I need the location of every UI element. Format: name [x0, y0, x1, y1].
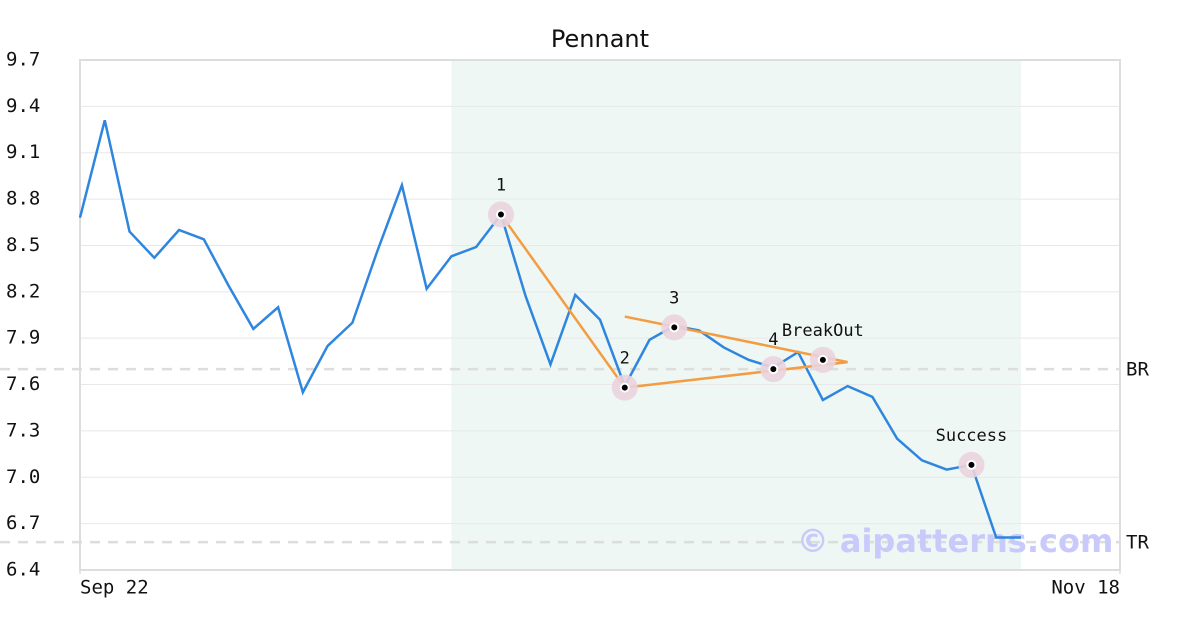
y-tick-label: 7.0 — [6, 466, 40, 488]
point-label: 1 — [496, 176, 506, 196]
y-tick-label: 7.9 — [6, 327, 40, 349]
x-tick-label: Nov 18 — [1051, 577, 1120, 599]
chart-title: Pennant — [551, 25, 649, 53]
pattern-region — [451, 60, 1021, 570]
point-label: Success — [936, 426, 1008, 446]
point — [768, 364, 779, 375]
y-tick-label: 7.6 — [6, 373, 40, 395]
point-label: BreakOut — [782, 321, 864, 341]
y-tick-label: 8.8 — [6, 188, 40, 210]
point — [817, 354, 828, 365]
x-tick-label: Sep 22 — [80, 577, 149, 599]
price-line — [78, 119, 1021, 539]
level-label: BR — [1126, 359, 1149, 381]
y-tick-label: 7.3 — [6, 419, 40, 441]
plot-frame — [79, 59, 1121, 571]
y-tick-label: 6.7 — [6, 512, 40, 534]
point — [966, 459, 977, 470]
y-tick-label: 9.7 — [6, 49, 40, 71]
point — [619, 382, 630, 393]
y-tick-label: 9.1 — [6, 141, 40, 163]
point-label: 2 — [620, 349, 630, 369]
point — [495, 209, 506, 220]
y-tick-label: 8.5 — [6, 234, 40, 256]
point — [669, 322, 680, 333]
level-label: TR — [1126, 532, 1149, 554]
point-label: 3 — [669, 288, 679, 308]
watermark: © aipatterns.com — [797, 522, 1114, 560]
point-label: 4 — [768, 330, 778, 350]
y-tick-label: 6.4 — [6, 559, 40, 581]
pattern-line — [499, 213, 626, 389]
y-tick-label: 8.2 — [6, 280, 40, 302]
pattern-line — [624, 360, 848, 389]
y-tick-label: 9.4 — [6, 95, 40, 117]
